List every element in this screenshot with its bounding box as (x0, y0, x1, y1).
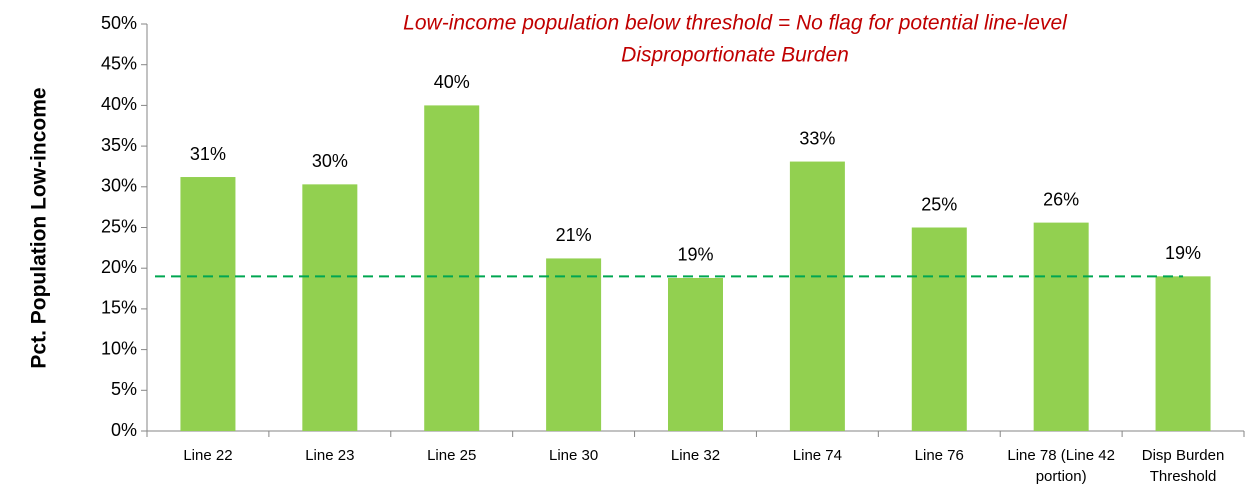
x-tick-label: Line 30 (548, 447, 599, 464)
x-tick-label-box: Line 32 (670, 447, 721, 464)
value-label: 19% (1165, 243, 1201, 263)
x-tick-label-box: Line 30 (548, 447, 599, 464)
y-tick-label: 15% (101, 298, 137, 318)
y-tick-label: 45% (101, 53, 137, 73)
y-tick-label: 50% (101, 13, 137, 33)
y-tick-label: 35% (101, 135, 137, 155)
bar (911, 227, 967, 431)
y-tick-label: 30% (101, 176, 137, 196)
annotation: Disproportionate Burden (621, 44, 849, 67)
x-tick-label-box: Line 22 (183, 447, 233, 464)
x-tick-label: Line 32 (670, 447, 721, 464)
value-label: 31% (190, 144, 226, 164)
x-tick-label-box: Line 23 (305, 447, 355, 464)
x-tick-label-box: Line 76 (914, 447, 964, 464)
value-label: 33% (799, 128, 835, 148)
value-label: 21% (556, 225, 592, 245)
annotation: Low-income population below threshold = … (403, 12, 1068, 35)
x-tick-label-box: Disp Burden Threshold (1141, 447, 1225, 485)
bar (424, 105, 480, 432)
y-tick-label: 10% (101, 338, 137, 358)
y-tick-label: 0% (111, 420, 137, 440)
x-tick-label-box: Line 25 (427, 447, 477, 464)
y-tick-label: 5% (111, 379, 137, 399)
x-tick-label: Line 22 (183, 447, 233, 464)
value-label: 30% (312, 151, 348, 171)
y-tick-label: 25% (101, 216, 137, 236)
x-tick-label: Disp Burden Threshold (1141, 447, 1225, 485)
x-tick-label: Line 23 (305, 447, 355, 464)
y-tick-label: 20% (101, 257, 137, 277)
value-label: 40% (434, 72, 470, 92)
bar (546, 258, 602, 431)
x-tick-label: Line 25 (427, 447, 477, 464)
y-tick-label: 40% (101, 94, 137, 114)
x-tick-label: Line 74 (792, 447, 842, 464)
value-label: 25% (921, 194, 957, 214)
x-tick-label-box: Line 74 (792, 447, 842, 464)
value-label: 19% (677, 245, 713, 265)
value-label: 26% (1043, 189, 1079, 209)
x-tick-label: Line 78 (Line 42 portion) (1007, 447, 1115, 485)
x-tick-label-box: Line 78 (Line 42 portion) (1007, 447, 1115, 485)
bar (1155, 276, 1211, 431)
bar (668, 277, 723, 431)
bar (180, 177, 236, 431)
y-axis-label: Pct. Population Low-income (28, 87, 51, 368)
bar (789, 161, 845, 432)
bar (302, 184, 358, 431)
x-tick-label: Line 76 (914, 447, 964, 464)
bar (1033, 222, 1089, 431)
